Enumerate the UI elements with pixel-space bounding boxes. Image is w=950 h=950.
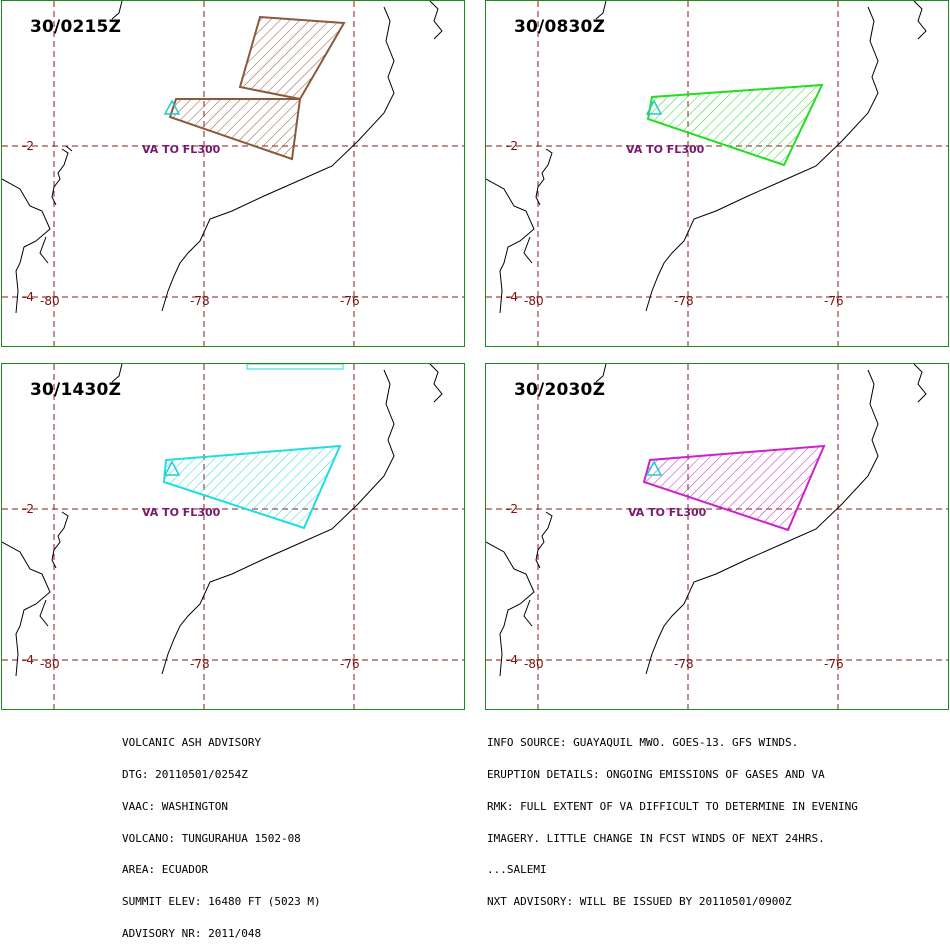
- advisory-remarks-cont: IMAGERY. LITTLE CHANGE IN FCST WINDS OF …: [487, 831, 825, 845]
- panel-time-label: 30/1430Z: [30, 380, 122, 400]
- lat-label-minus-2: -2: [22, 502, 34, 516]
- lon-label-minus-76: -76: [340, 657, 360, 671]
- lon-label-minus-80: -80: [524, 657, 544, 671]
- lon-label-minus-76: -76: [824, 657, 844, 671]
- map-panel-0215z: VA TO FL300 -2 -4 -80 -78 -76 30/0215Z: [1, 0, 465, 347]
- advisory-next: NXT ADVISORY: WILL BE ISSUED BY 20110501…: [487, 895, 792, 909]
- va-polygon-1430z: [162, 444, 342, 530]
- advisory-summit-elev: SUMMIT ELEV: 16480 FT (5023 M): [122, 895, 321, 909]
- lat-label-minus-4: -4: [22, 653, 34, 667]
- advisory-eruption-details: ERUPTION DETAILS: ONGOING EMISSIONS OF G…: [487, 767, 825, 781]
- map-canvas-1430z: VA TO FL300 -2 -4 -80 -78 -76: [2, 364, 464, 709]
- lon-label-minus-78: -78: [190, 657, 210, 671]
- advisory-vaac: VAAC: WASHINGTON: [122, 799, 228, 813]
- panel-time-label: 30/0215Z: [30, 17, 122, 37]
- advisory-signature: ...SALEMI: [487, 863, 547, 877]
- volcano-marker: [163, 99, 181, 115]
- map-panel-0830z: VA TO FL300 -2 -4 -80 -78 -76 30/0830Z: [485, 0, 949, 347]
- va-polygon-0215z-upper: [238, 15, 346, 101]
- advisory-details-block: INFO SOURCE: GUAYAQUIL MWO. GOES-13. GFS…: [487, 717, 858, 918]
- advisory-area: AREA: ECUADOR: [122, 863, 209, 877]
- va-label: VA TO FL300: [142, 143, 221, 156]
- va-polygon-0830z: [646, 83, 824, 167]
- map-panel-2030z: VA TO FL300 -2 -4 -80 -78 -76 30/2030Z: [485, 363, 949, 710]
- map-canvas-0215z: VA TO FL300 -2 -4 -80 -78 -76: [2, 1, 464, 346]
- advisory-volcano: VOLCANO: TUNGURAHUA 1502-08: [122, 831, 301, 845]
- lon-label-minus-78: -78: [190, 294, 210, 308]
- lon-label-minus-76: -76: [824, 294, 844, 308]
- volcano-marker: [163, 460, 181, 476]
- advisory-title: VOLCANIC ASH ADVISORY: [122, 736, 262, 750]
- volcano-marker: [645, 99, 663, 115]
- advisory-header-block: VOLCANIC ASH ADVISORY DTG: 20110501/0254…: [122, 717, 321, 950]
- lon-label-minus-78: -78: [674, 657, 694, 671]
- lat-label-minus-2: -2: [506, 139, 518, 153]
- lon-label-minus-80: -80: [40, 657, 60, 671]
- advisory-remarks: RMK: FULL EXTENT OF VA DIFFICULT TO DETE…: [487, 799, 858, 813]
- lat-label-minus-2: -2: [22, 139, 34, 153]
- advisory-info-source: INFO SOURCE: GUAYAQUIL MWO. GOES-13. GFS…: [487, 736, 799, 750]
- lon-label-minus-80: -80: [524, 294, 544, 308]
- map-canvas-0830z: VA TO FL300 -2 -4 -80 -78 -76: [486, 1, 948, 346]
- panel-time-label: 30/0830Z: [514, 17, 606, 37]
- lat-label-minus-4: -4: [22, 290, 34, 304]
- lat-label-minus-4: -4: [506, 653, 518, 667]
- va-polygon-2030z: [642, 444, 826, 532]
- cyan-box-fragment: [246, 364, 344, 370]
- map-panel-1430z: VA TO FL300 -2 -4 -80 -78 -76 30/1430Z: [1, 363, 465, 710]
- lat-label-minus-2: -2: [506, 502, 518, 516]
- panel-time-label: 30/2030Z: [514, 380, 606, 400]
- volcano-marker: [645, 460, 663, 476]
- lat-label-minus-4: -4: [506, 290, 518, 304]
- advisory-dtg: DTG: 20110501/0254Z: [122, 767, 248, 781]
- map-canvas-2030z: VA TO FL300 -2 -4 -80 -78 -76: [486, 364, 948, 709]
- lon-label-minus-80: -80: [40, 294, 60, 308]
- va-label: VA TO FL300: [142, 506, 221, 519]
- lon-label-minus-76: -76: [340, 294, 360, 308]
- advisory-number: ADVISORY NR: 2011/048: [122, 926, 262, 940]
- va-label: VA TO FL300: [628, 506, 707, 519]
- va-label: VA TO FL300: [626, 143, 705, 156]
- lon-label-minus-78: -78: [674, 294, 694, 308]
